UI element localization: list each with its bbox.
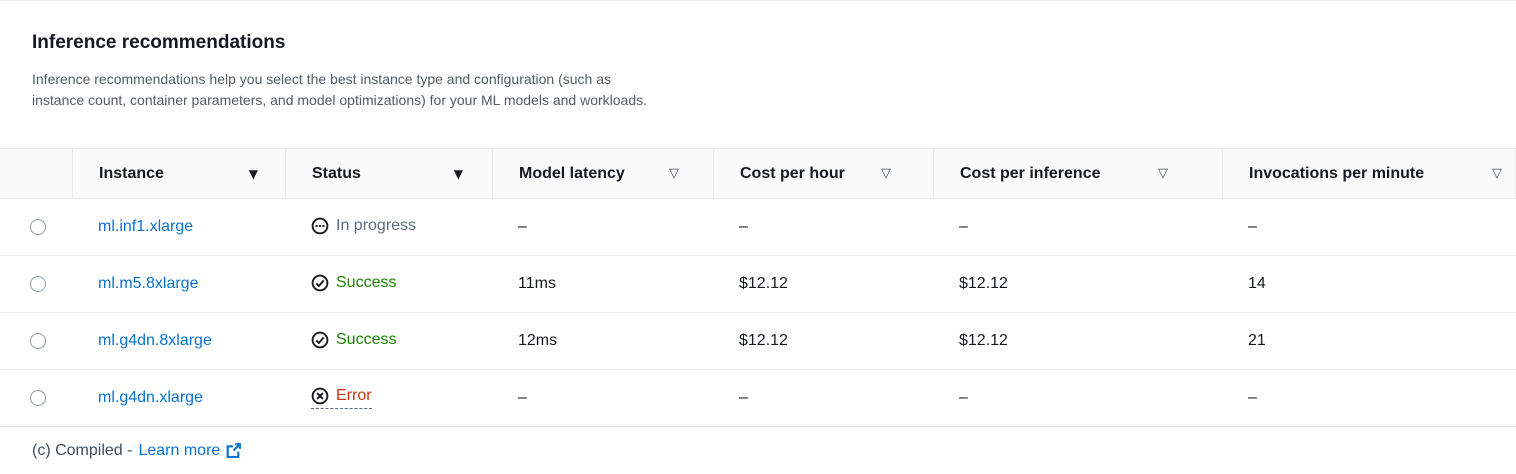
cost-per-hour-cell: – (739, 389, 748, 406)
cost-per-inference-cell: $12.12 (959, 275, 1008, 292)
page-title: Inference recommendations (32, 32, 286, 53)
invocations-per-minute-cell: 14 (1248, 275, 1266, 292)
column-header-model-latency[interactable]: Model latency ▽ (492, 149, 713, 198)
instance-cell: ml.inf1.xlarge (72, 199, 285, 255)
status-label: In progress (336, 216, 417, 234)
cost-per-hour-cell: $12.12 (739, 332, 788, 349)
model-latency-cell: – (518, 389, 527, 406)
radio-button[interactable] (30, 219, 46, 235)
check-circle-icon (311, 274, 329, 291)
status-cell: Success (285, 313, 492, 369)
status-label: Success (336, 330, 397, 348)
ellipsis-circle-icon (311, 217, 329, 234)
column-label: Status (312, 164, 361, 182)
selection-cell (0, 199, 72, 255)
cost-per-inference-cell: – (959, 218, 968, 235)
model-latency-cell: – (518, 218, 527, 235)
sort-triangle-filled-icon[interactable]: ▼ (248, 166, 258, 181)
invocations-per-minute-cell: – (1248, 389, 1257, 406)
table-row: ml.g4dn.8xlarge Success 12ms $12.12 $12.… (0, 313, 1516, 370)
radio-button[interactable] (30, 390, 46, 406)
table-footer: (c) Compiled - Learn more (0, 427, 1516, 474)
cost-per-hour-cell: $12.12 (739, 275, 788, 292)
learn-more-label: Learn more (138, 441, 221, 459)
selection-cell (0, 313, 72, 369)
radio-button[interactable] (30, 276, 46, 292)
footer-note: (c) Compiled - (32, 441, 133, 459)
column-label: Model latency (519, 164, 625, 182)
column-header-instance[interactable]: Instance ▼ (72, 149, 285, 198)
status-label: Error (336, 387, 372, 404)
model-latency-cell: 11ms (518, 275, 556, 292)
invocations-per-minute-cell: – (1248, 218, 1257, 235)
instance-cell: ml.g4dn.8xlarge (72, 313, 285, 369)
instance-link[interactable]: ml.g4dn.xlarge (98, 389, 203, 406)
status-success: Success (311, 274, 396, 295)
status-error[interactable]: Error (311, 387, 372, 409)
status-cell: Success (285, 256, 492, 312)
instance-link[interactable]: ml.m5.8xlarge (98, 275, 199, 292)
panel-header: Inference recommendations Inference reco… (0, 1, 1516, 148)
selection-cell (0, 256, 72, 312)
status-label: Success (336, 273, 397, 291)
model-latency-cell: 12ms (518, 332, 558, 349)
cost-per-hour-cell: – (739, 218, 748, 235)
table-row: ml.g4dn.xlarge Error – – – – (0, 370, 1516, 427)
sort-triangle-outline-icon[interactable]: ▽ (1158, 166, 1168, 181)
panel-description: Inference recommendations help you selec… (32, 69, 1484, 111)
sort-triangle-outline-icon[interactable]: ▽ (881, 166, 891, 181)
status-success: Success (311, 331, 396, 352)
status-in-progress: In progress (311, 217, 416, 238)
invocations-per-minute-cell: 21 (1248, 332, 1266, 349)
sort-triangle-filled-icon[interactable]: ▼ (453, 166, 463, 181)
table-row: ml.m5.8xlarge Success 11ms $12.12 $12.12… (0, 256, 1516, 313)
table-row: ml.inf1.xlarge In progress – – – – (0, 199, 1516, 256)
learn-more-link[interactable]: Learn more (138, 442, 242, 460)
instance-cell: ml.m5.8xlarge (72, 256, 285, 312)
instance-cell: ml.g4dn.xlarge (72, 370, 285, 426)
sort-triangle-outline-icon[interactable]: ▽ (669, 166, 679, 181)
column-header-status[interactable]: Status ▼ (285, 149, 492, 198)
column-label: Cost per inference (960, 164, 1101, 182)
selection-cell (0, 370, 72, 426)
status-cell: Error (285, 370, 492, 426)
panel-description-line2: instance count, container parameters, an… (32, 92, 648, 108)
selection-column-header (0, 149, 72, 198)
column-header-cost-per-hour[interactable]: Cost per hour ▽ (713, 149, 933, 198)
column-header-invocations-per-minute[interactable]: Invocations per minute ▽ (1222, 149, 1516, 198)
panel-description-line1: Inference recommendations help you selec… (32, 71, 612, 87)
cost-per-inference-cell: $12.12 (959, 332, 1008, 349)
sort-triangle-outline-icon[interactable]: ▽ (1492, 166, 1502, 181)
instance-link[interactable]: ml.g4dn.8xlarge (98, 332, 212, 349)
column-label: Invocations per minute (1249, 164, 1425, 182)
external-link-icon (226, 443, 242, 458)
column-label: Instance (99, 164, 164, 182)
column-label: Cost per hour (740, 164, 845, 182)
status-cell: In progress (285, 199, 492, 255)
table-header-row: Instance ▼ Status ▼ Model latency ▽ Cost… (0, 148, 1516, 199)
instance-link[interactable]: ml.inf1.xlarge (98, 218, 194, 235)
check-circle-icon (311, 331, 329, 348)
x-circle-icon (311, 387, 329, 405)
column-header-cost-per-inference[interactable]: Cost per inference ▽ (933, 149, 1222, 198)
cost-per-inference-cell: – (959, 389, 968, 406)
radio-button[interactable] (30, 333, 46, 349)
